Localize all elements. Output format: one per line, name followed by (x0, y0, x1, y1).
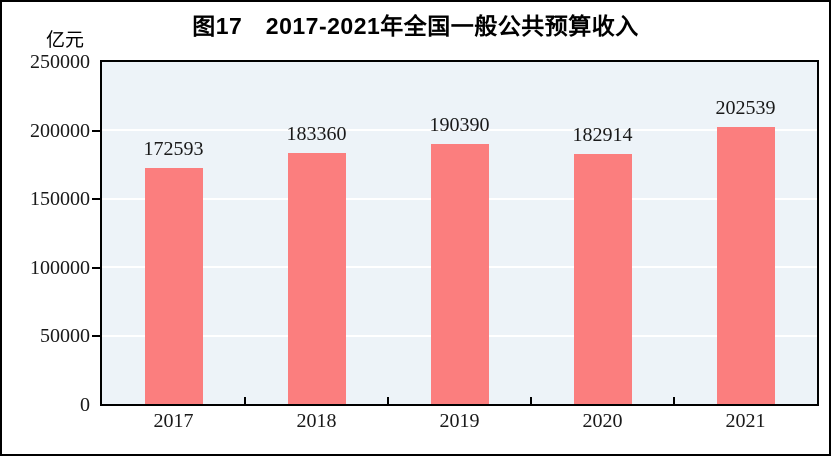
gridline (102, 129, 817, 132)
x-tick-mark (387, 397, 389, 404)
y-tick-label: 50000 (40, 325, 90, 348)
bar-value-label: 202539 (715, 96, 776, 119)
x-tick-label: 2018 (296, 410, 337, 432)
y-tick-label: 200000 (30, 119, 90, 142)
x-tick-mark (244, 397, 246, 404)
plot-area: 172593 183360 190390 182914 202539 (100, 60, 819, 406)
x-tick-mark (530, 397, 532, 404)
x-tick-label: 2020 (582, 410, 623, 432)
bar-2021 (716, 126, 775, 404)
x-tick-mark (673, 397, 675, 404)
y-tick-mark (92, 129, 100, 132)
bar-2017 (144, 167, 203, 404)
y-tick-label: 250000 (30, 51, 90, 73)
bar-2020 (573, 153, 632, 404)
bar-value-label: 190390 (429, 113, 490, 136)
x-tick-label: 2021 (725, 410, 766, 432)
y-tick-mark (92, 266, 100, 269)
bar-value-label: 183360 (286, 123, 347, 146)
bar-value-label: 182914 (572, 123, 633, 146)
y-tick-label: 150000 (30, 188, 90, 211)
y-tick-label: 100000 (30, 256, 90, 279)
y-tick-label: 0 (80, 394, 90, 416)
chart-title: 图17 2017-2021年全国一般公共预算收入 (192, 13, 639, 39)
x-tick-label: 2017 (153, 410, 194, 432)
y-tick-mark (92, 198, 100, 201)
bar-value-label: 172593 (143, 137, 204, 160)
y-axis-unit-label: 亿元 (46, 30, 85, 51)
bar-2019 (430, 143, 489, 404)
bar-2018 (287, 153, 346, 404)
x-tick-label: 2019 (439, 410, 480, 432)
y-tick-mark (92, 335, 100, 338)
